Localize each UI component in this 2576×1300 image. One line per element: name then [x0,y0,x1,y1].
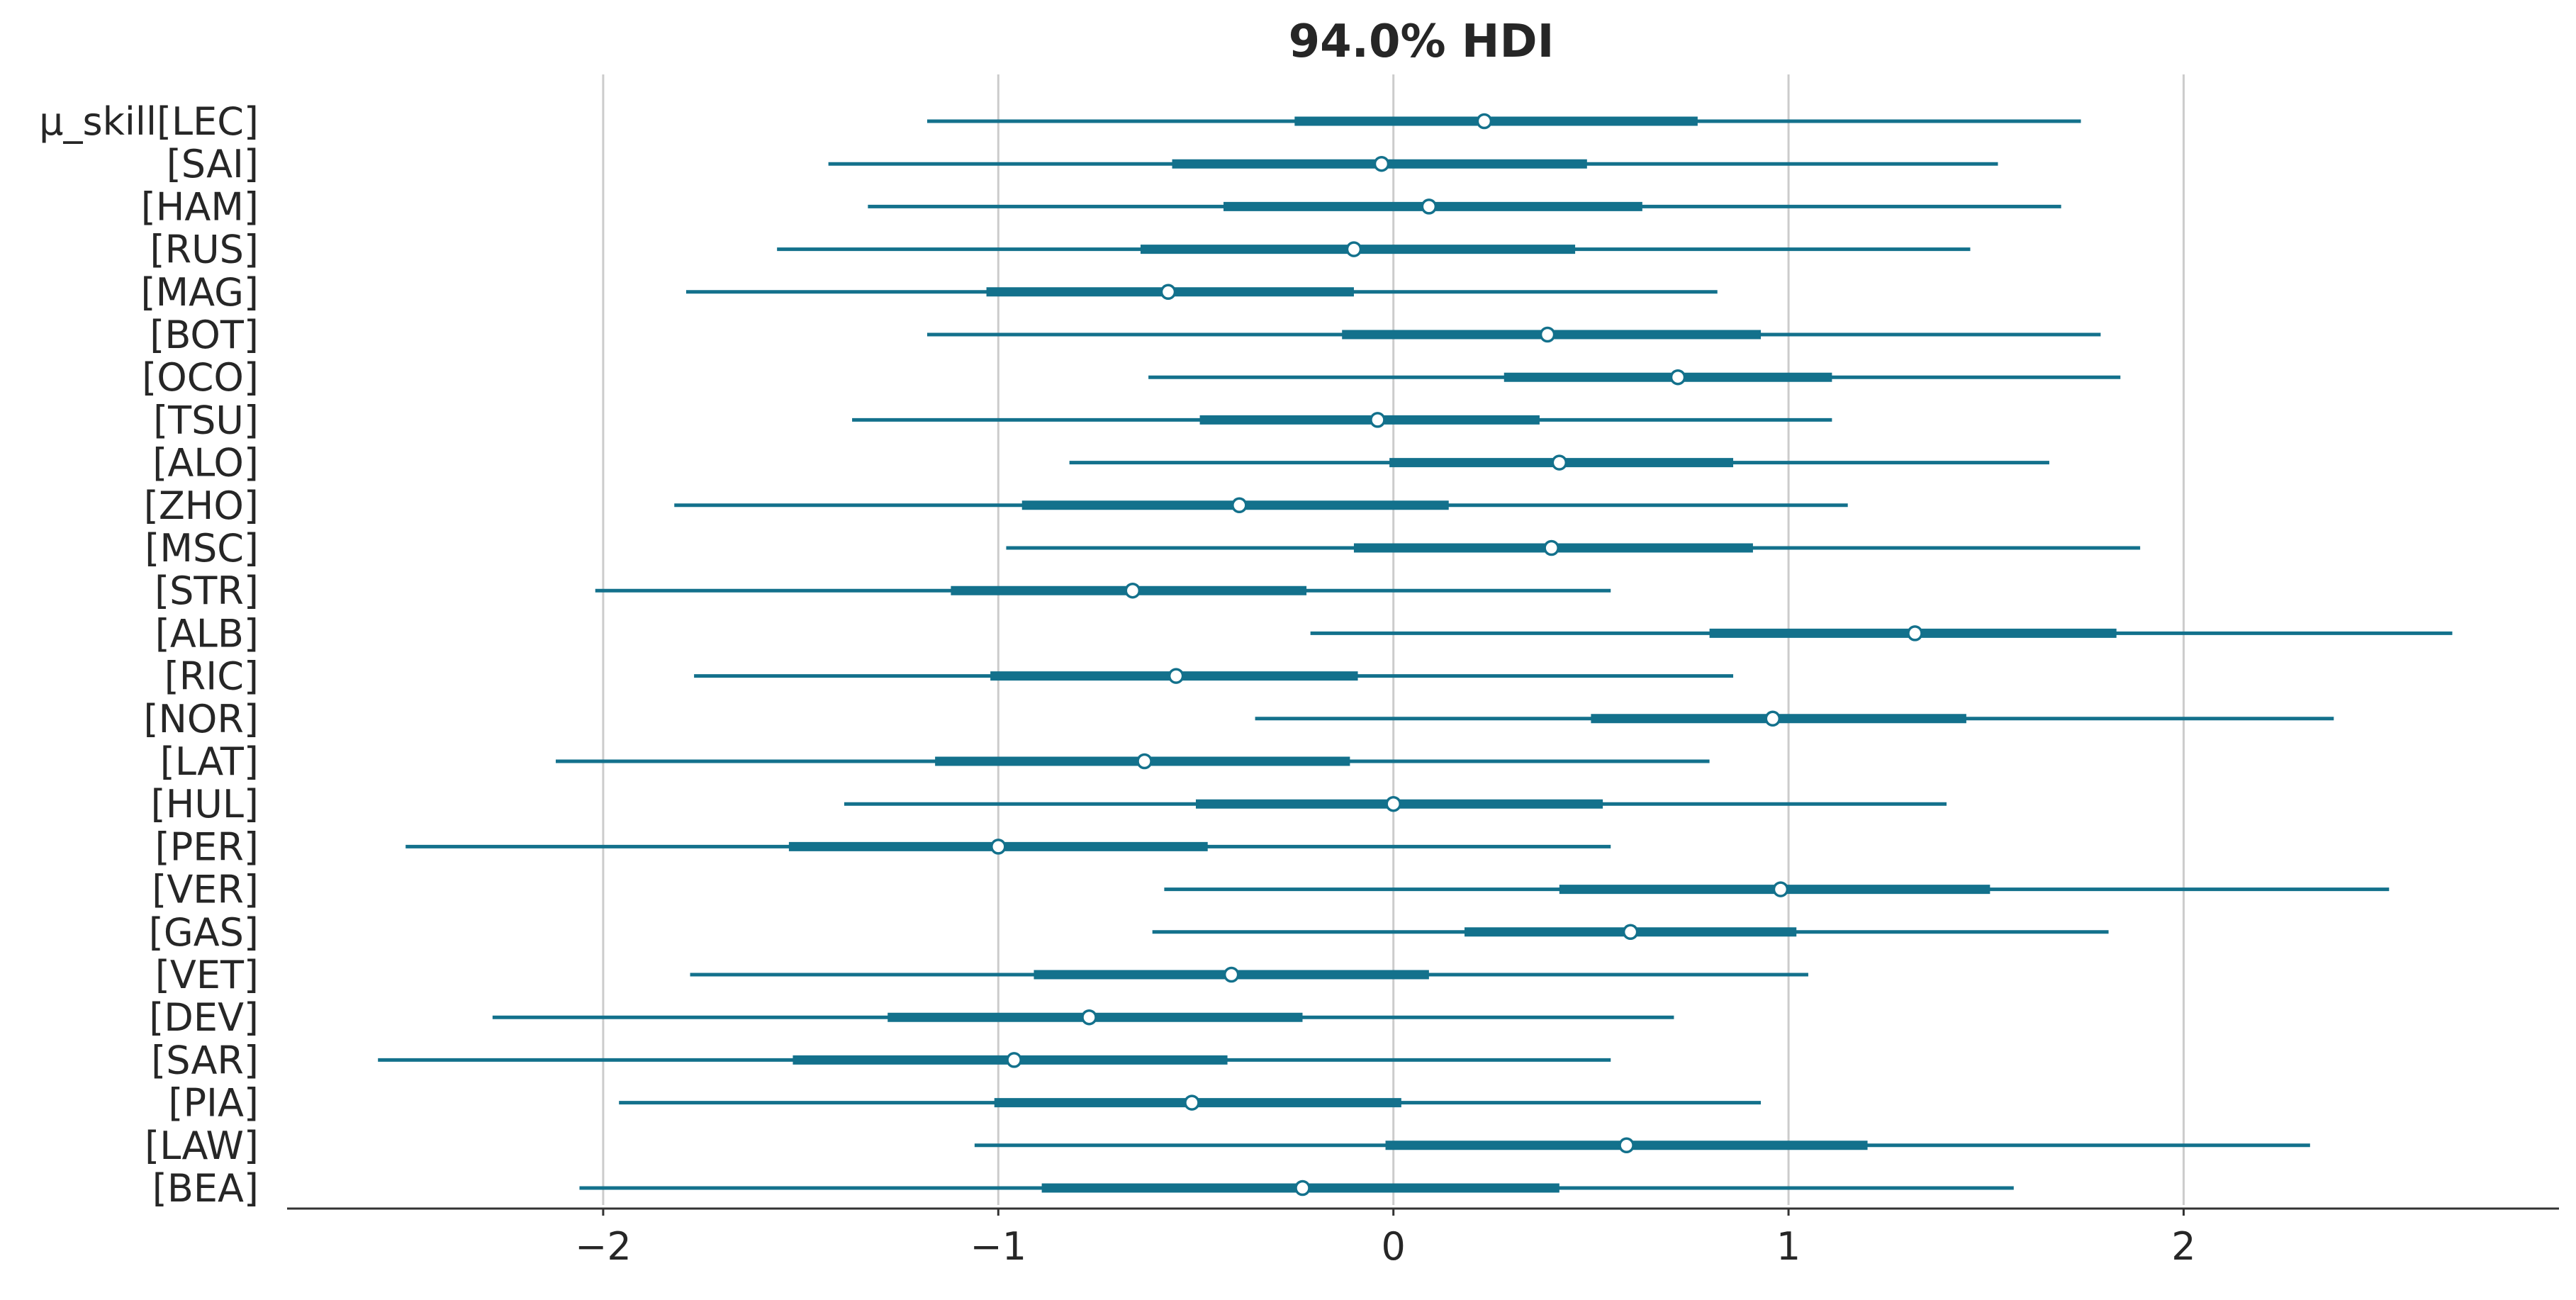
hdi-row-oco [1148,369,2121,386]
hdi-row-tsu [852,412,1832,428]
row-label-ric: [RIC] [164,654,259,699]
hdi-row-bot [926,326,2101,343]
hdi-row-str [595,582,1611,599]
row-label-lat: [LAT] [160,739,259,784]
row-label-law: [LAW] [145,1124,259,1168]
x-tick-label: −1 [970,1224,1026,1269]
row-label-alo: [ALO] [152,441,259,486]
median-point [1476,113,1493,130]
row-label-dev: [DEV] [149,995,259,1040]
median-point [1081,1009,1097,1026]
hdi-row-ric [694,668,1734,684]
row-label-zho: [ZHO] [144,483,259,528]
hdi-row-hul [844,795,1947,812]
row-label-alb: [ALB] [155,611,259,656]
median-point [1669,369,1686,386]
hdi-row-vet [690,966,1808,983]
median-point [1772,881,1789,897]
hdi-row-mag [685,284,1718,301]
median-point [1539,326,1556,343]
median-point [1618,1137,1635,1154]
median-point [1370,412,1386,428]
row-label-gas: [GAS] [149,910,259,955]
median-point [1543,539,1559,556]
row-label-str: [STR] [155,568,259,613]
row-label-oco: [OCO] [142,355,259,400]
median-point [1167,668,1185,684]
hdi-rows [378,113,2453,1197]
median-point [1006,1052,1022,1068]
row-label-pia: [PIA] [168,1081,259,1126]
median-point [1907,625,1923,641]
row-label-mag: [MAG] [140,270,259,315]
row-label-tsu: [TSU] [153,398,259,442]
row-label-sai: [SAI] [167,142,259,186]
hdi-row-alo [1069,454,2049,471]
median-point [1136,753,1153,770]
hdi-row-sar [378,1052,1611,1068]
hdi-row-pia [619,1094,1762,1111]
hdi-row-rus [777,241,1971,257]
row-label-bot: [BOT] [150,313,259,357]
x-tick-label: 2 [2171,1224,2195,1269]
hdi-row-zho [674,497,1848,514]
row-label-msc: [MSC] [145,526,259,571]
hdi-row-alb [1310,625,2453,641]
median-point [1622,924,1639,941]
grid-lines [602,74,2185,1205]
x-tick-label: 1 [1776,1224,1801,1269]
hdi-row-bea [579,1179,2014,1197]
median-point [1294,1179,1311,1197]
row-label-rus: [RUS] [150,228,259,272]
hdi-row-per [405,839,1611,855]
chart-title: 94.0% HDI [1289,16,1555,68]
median-point [1124,582,1141,599]
x-tick-label: 0 [1382,1224,1406,1269]
row-label-vet: [VET] [155,953,259,997]
row-label-sar: [SAR] [151,1038,259,1082]
hdi-row-sai [828,155,1998,172]
hdi-row-lat [556,753,1710,770]
row-label-ham: [HAM] [141,184,259,229]
hdi-row-nor [1255,710,2334,727]
median-point [1184,1094,1200,1111]
median-point [1421,198,1438,215]
hdi-row-msc [1006,539,2141,556]
row-label-per: [PER] [155,824,259,869]
median-point [1764,710,1781,727]
median-point [1160,284,1177,301]
x-tick-label: −2 [575,1224,632,1269]
median-point [990,839,1007,855]
row-label-lec: μ_skill[LEC] [39,99,259,144]
median-point [1345,241,1362,257]
median-point [1373,155,1390,172]
x-tick-labels: −2 −1 0 1 2 [575,1209,2196,1269]
hdi-row-lec [926,113,2081,130]
row-labels: μ_skill[LEC][SAI][HAM][RUS][MAG][BOT][OC… [39,99,259,1211]
row-label-nor: [NOR] [143,697,259,741]
hdi-row-law [974,1137,2310,1154]
row-label-hul: [HUL] [151,782,259,826]
median-point [1551,454,1568,471]
median-point [1231,497,1248,514]
row-label-ver: [VER] [152,868,259,912]
median-point [1385,795,1401,812]
hdi-row-gas [1152,924,2109,941]
hdi-row-ver [1164,881,2390,897]
hdi-row-ham [868,198,2061,215]
row-label-bea: [BEA] [152,1166,259,1211]
hdi-row-dev [492,1009,1674,1026]
median-point [1223,966,1240,983]
